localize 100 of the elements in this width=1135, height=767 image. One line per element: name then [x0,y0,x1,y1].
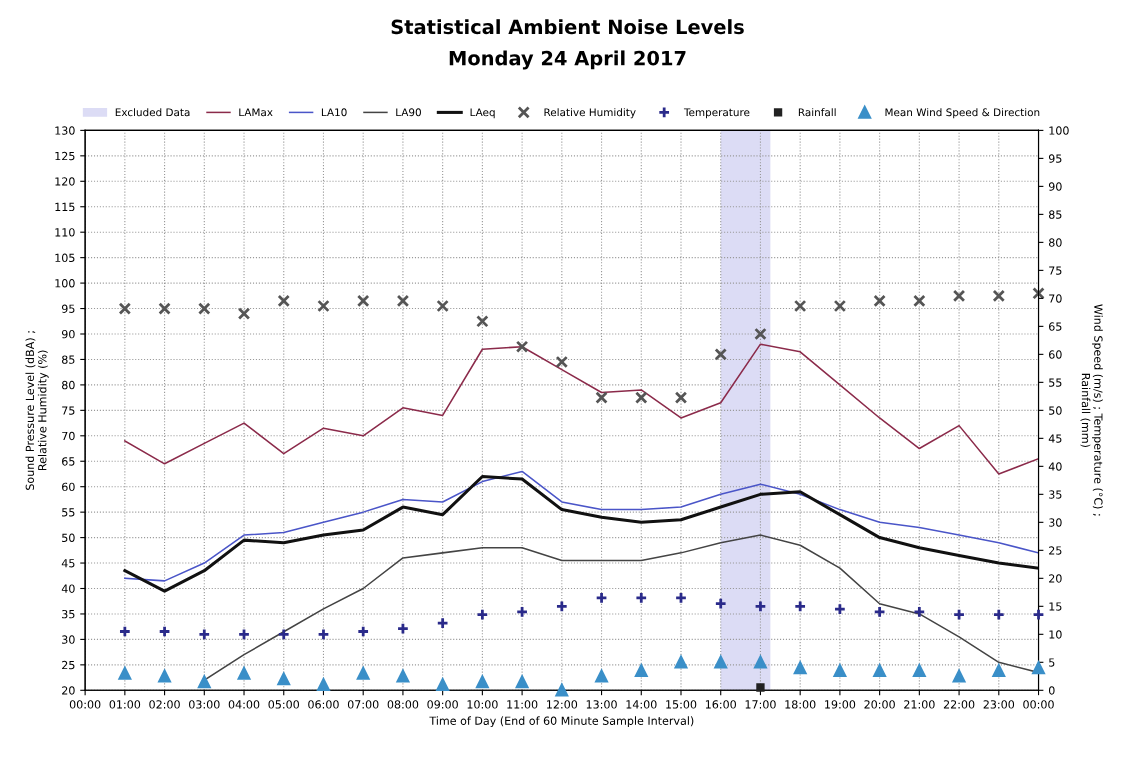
y2-tick-label: 75 [1049,266,1062,275]
x-tick-label: 07:00 [347,700,379,709]
point [158,625,171,638]
x-tick-label: 18:00 [785,700,816,709]
y2-tick-label: 5 [1049,658,1055,667]
y-tick-label: 80 [62,380,75,390]
legend-label: Mean Wind Speed & Direction [885,108,1040,119]
chart-subtitle: Monday 24 April 2017 [449,50,686,70]
x-tick-label: 01:00 [109,700,141,709]
y2-tick-label: 15 [1049,602,1062,611]
point [595,391,608,404]
legend-label: LA10 [321,108,347,117]
y2-tick-label: 60 [1049,350,1062,359]
y2-tick-label: 80 [1049,238,1062,247]
y2-tick-label: 30 [1049,518,1062,527]
y2-tick-label: 85 [1049,210,1062,219]
point [356,294,370,308]
point [952,608,966,621]
y2-tick-label: 90 [1048,182,1062,191]
y-tick-label: 25 [62,660,75,670]
point [356,625,370,638]
point [396,622,410,635]
legend-label: Temperature [683,108,750,119]
y-tick-label: 105 [55,253,75,263]
point [595,591,608,605]
point [198,675,211,689]
point [237,307,251,320]
y-tick-label: 20 [62,686,75,695]
y-tick-label: 35 [62,609,75,619]
y2-tick-label: 45 [1048,434,1062,443]
x-tick-label: 10:00 [467,700,498,709]
y-tick-label: 65 [62,457,75,466]
y-tick-label: 55 [62,508,75,517]
x-tick-label: 13:00 [586,700,617,709]
point [674,656,688,669]
x-tick-label: 00:00 [69,700,101,709]
point [873,605,886,619]
point [1032,287,1045,300]
y-tick-label: 125 [55,151,75,161]
x-tick-label: 03:00 [189,700,220,709]
point [674,591,688,605]
point [1032,608,1045,621]
x-tick-label: 22:00 [943,700,975,709]
y2-tick-label: 50 [1049,406,1062,415]
point [555,600,569,613]
point [793,661,807,675]
y2-tick-label: 35 [1049,490,1062,499]
point [555,355,569,369]
point [952,670,966,683]
point [992,289,1006,303]
x-tick-label: 04:00 [228,700,260,709]
point [515,675,529,689]
y-tick-label: 60 [62,482,75,492]
x-tick-label: 09:00 [427,700,458,709]
y2-tick-label: 25 [1049,546,1062,555]
y-tick-label: 75 [62,406,75,415]
point [476,608,489,621]
y-tick-label: 115 [55,202,75,212]
y2-tick-label: 10 [1049,630,1062,639]
point [198,628,211,641]
point [992,608,1006,621]
y-axis-title: Sound Pressure Level (dBA) ; Relative Humidity (%) [25,331,49,490]
legend-label: LAeq [470,108,495,119]
point [436,299,449,313]
point [237,667,251,680]
point [277,672,290,686]
point [754,600,767,613]
point [674,391,688,404]
x-tick-label: 06:00 [308,700,339,709]
point [158,302,171,315]
point [913,294,926,308]
point [833,664,847,677]
x-tick-label: 15:00 [666,700,697,709]
point [476,315,489,328]
point [992,664,1006,677]
point [635,591,648,605]
legend-label: LA90 [396,108,421,117]
y-tick-label: 70 [62,431,75,441]
point [317,628,330,641]
x-tick-label: 19:00 [825,700,856,709]
x-tick-label: 11:00 [507,700,538,709]
x-tick-label: 17:00 [745,700,776,709]
point [396,294,410,308]
chart-title: Statistical Ambient Noise Levels [391,19,744,35]
x-tick-label: 00:00 [1023,700,1054,709]
y-tick-label: 95 [61,304,75,313]
y-tick-label: 50 [62,533,75,542]
point [555,684,569,697]
point [833,602,847,616]
point [476,675,489,689]
point [118,667,132,680]
point [793,299,807,313]
x-tick-label: 16:00 [705,700,736,709]
point [714,348,727,361]
point [277,294,290,308]
y2-tick-label: 55 [1049,378,1062,387]
point [198,302,211,315]
y2-tick-label: 40 [1048,462,1062,471]
point [515,340,529,353]
x-tick-label: 12:00 [547,700,578,709]
